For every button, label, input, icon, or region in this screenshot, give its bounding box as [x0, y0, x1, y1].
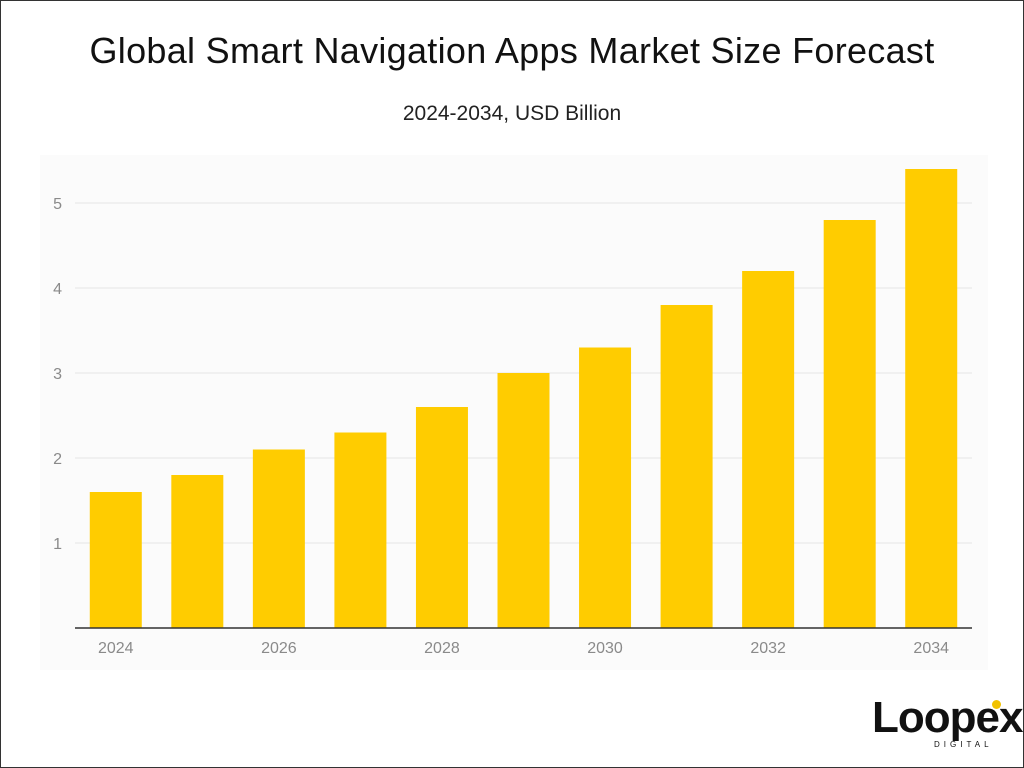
x-axis-ticks: 2024 2026 2028 2030 2032 2034: [98, 640, 949, 657]
bar-2026: [252, 449, 305, 628]
x-tick-label: 2034: [913, 640, 949, 657]
x-tick-label: 2026: [261, 640, 297, 657]
x-tick-label: 2032: [750, 640, 786, 657]
chart-subtitle: 2024-2034, USD Billion: [402, 102, 622, 125]
y-tick-label: 3: [53, 366, 62, 383]
y-axis-ticks: 1 2 3 4 5: [53, 196, 62, 553]
chart-title: Global Smart Navigation Apps Market Size…: [89, 30, 935, 71]
bar-2027: [334, 432, 387, 628]
bar-2034: [905, 169, 958, 628]
brand-accent-dot: [992, 700, 1001, 709]
bar-2033: [823, 220, 876, 628]
bar-2030: [579, 347, 632, 628]
brand-tagline: DIGITAL: [934, 740, 993, 749]
x-tick-label: 2030: [587, 640, 623, 657]
x-tick-label: 2024: [98, 640, 134, 657]
bars: [89, 169, 958, 628]
y-tick-label: 1: [53, 536, 62, 553]
y-tick-label: 5: [53, 196, 62, 213]
bar-2024: [89, 492, 142, 628]
bar-2029: [497, 373, 550, 628]
bar-2032: [742, 271, 795, 628]
brand-logo: Loopex DIGITAL: [872, 696, 1023, 754]
y-tick-label: 4: [53, 281, 62, 298]
bar-2025: [171, 475, 224, 628]
x-tick-label: 2028: [424, 640, 460, 657]
bar-2031: [660, 305, 713, 628]
bar-2028: [415, 407, 468, 628]
y-tick-label: 2: [53, 451, 62, 468]
